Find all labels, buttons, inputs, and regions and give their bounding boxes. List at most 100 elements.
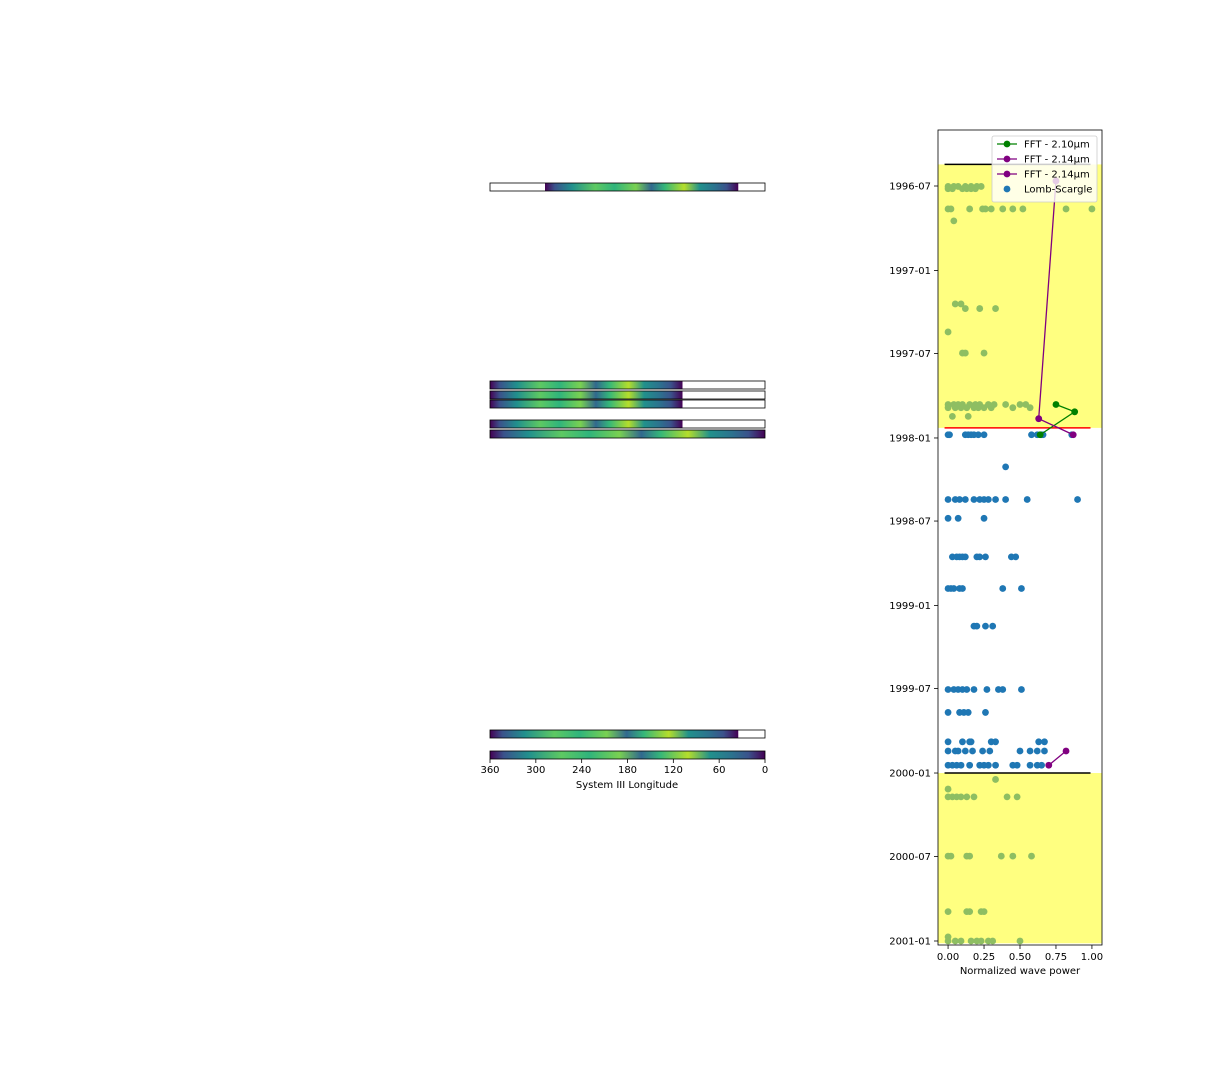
- scatter-point: [1041, 747, 1048, 755]
- legend-label: FFT - 2.10µm: [1024, 140, 1090, 151]
- scatter-point: [1009, 852, 1017, 860]
- scatter-point: [980, 349, 988, 357]
- scatter-point: [966, 852, 974, 860]
- wave-power-scatter: 0.00 0.25 0.50 0.75 1.00 1996-07 1997-01 1997-0…: [889, 129, 1103, 977]
- scatter-point: [1016, 747, 1024, 755]
- line-series: [1045, 747, 1070, 769]
- scatter-point: [944, 404, 952, 412]
- strip-frame: [489, 182, 766, 192]
- scatter-point: [999, 205, 1007, 213]
- legend-entry: FFT - 2.14µm: [997, 170, 1090, 181]
- longitude-strip: [489, 419, 766, 429]
- series-marker: [1069, 431, 1077, 439]
- scatter-point: [1003, 793, 1011, 801]
- wave-power-axes: 0.00 0.25 0.50 0.75 1.00 1996-07 1997-01 1997-0…: [889, 182, 1103, 964]
- scatter-point: [1088, 205, 1096, 213]
- strip-coverage: [545, 183, 739, 191]
- scatter-point: [1026, 404, 1034, 412]
- scatter-point: [944, 908, 952, 916]
- scatter-series: [944, 431, 1081, 769]
- scatter-point: [984, 496, 992, 503]
- date-tick-label: 1997-07: [889, 349, 931, 360]
- scatter-point: [951, 937, 959, 945]
- wave-power-tick-label: 0.75: [1045, 952, 1067, 963]
- scatter-point: [961, 305, 969, 312]
- series-marker: [1036, 431, 1044, 439]
- scatter-point: [1013, 793, 1021, 801]
- scatter-point: [1035, 738, 1043, 746]
- scatter-point: [946, 431, 953, 439]
- strip-frame: [489, 399, 766, 409]
- scatter-point: [944, 937, 952, 945]
- scatter-point: [1023, 496, 1031, 503]
- scatter-point: [970, 793, 978, 801]
- scatter-point: [967, 738, 975, 746]
- strip-coverage: [490, 420, 683, 428]
- scatter-point: [1013, 761, 1021, 769]
- scatter-point: [1002, 496, 1010, 503]
- scatter-point: [951, 404, 959, 412]
- longitude-tick-label: 360: [480, 765, 499, 776]
- scatter-point: [966, 761, 974, 769]
- scatter-point: [1002, 401, 1010, 408]
- strip-frame: [489, 380, 766, 390]
- date-tick-label: 1999-01: [889, 601, 931, 612]
- wave-power-axis-label: Normalized wave power: [960, 966, 1081, 977]
- longitude-tick-label: 0: [762, 765, 768, 776]
- legend-entry: Lomb-Scargle: [1003, 185, 1092, 196]
- series-marker: [1052, 401, 1060, 408]
- scatter-point: [999, 686, 1007, 693]
- scatter-point: [992, 305, 999, 312]
- scatter-point: [954, 747, 962, 755]
- series-line: [1048, 750, 1067, 766]
- legend-entry: FFT - 2.10µm: [997, 140, 1090, 151]
- date-tick-label: 2000-01: [889, 769, 931, 780]
- scatter-point: [959, 738, 966, 746]
- scatter-point: [1038, 761, 1045, 769]
- scatter-point: [1028, 431, 1035, 439]
- scatter-point: [957, 793, 965, 801]
- longitude-tick-label: 180: [618, 765, 637, 776]
- legend-label: FFT - 2.14µm: [1024, 170, 1090, 181]
- legend-label: Lomb-Scargle: [1024, 185, 1092, 196]
- scatter-point: [944, 496, 952, 503]
- scatter-point: [997, 852, 1005, 860]
- longitude-axis: 360 300 240 180 120 60 0: [480, 759, 768, 776]
- scatter-point: [980, 514, 988, 522]
- date-tick-label: 1996-07: [889, 182, 931, 193]
- legend-marker: [1003, 155, 1011, 163]
- longitude-strip: [489, 390, 766, 400]
- scatter-point: [1033, 747, 1041, 755]
- scatter-point: [987, 404, 995, 412]
- scatter-point: [944, 709, 952, 716]
- scatter-point: [1018, 686, 1025, 693]
- scatter-point: [987, 205, 995, 213]
- scatter-point: [976, 305, 984, 312]
- scatter-point: [961, 349, 969, 357]
- shaded-span: [938, 164, 1102, 428]
- scatter-point: [980, 908, 988, 916]
- legend-marker: [1003, 170, 1011, 178]
- scatter-point: [1016, 937, 1024, 945]
- scatter-point: [957, 937, 965, 945]
- scatter-point: [1062, 205, 1070, 213]
- legend-label: FFT - 2.14µm: [1024, 155, 1090, 166]
- scatter-point: [1018, 585, 1025, 592]
- scatter-point: [969, 747, 976, 755]
- date-tick-label: 1998-01: [889, 433, 931, 444]
- scatter-point: [957, 404, 965, 412]
- scatter-point: [982, 205, 989, 213]
- scatter-point: [950, 217, 958, 225]
- scatter-point: [1009, 404, 1017, 412]
- scatter-point: [944, 328, 952, 336]
- longitude-tick-label: 240: [572, 765, 591, 776]
- scatter-point: [944, 785, 952, 793]
- scatter-point: [999, 585, 1007, 592]
- scatter-point: [963, 404, 971, 412]
- scatter-point: [982, 553, 989, 561]
- longitude-strip: [489, 399, 766, 409]
- scatter-point: [992, 761, 999, 769]
- scatter-point: [992, 738, 999, 746]
- legend-marker: [1003, 185, 1011, 193]
